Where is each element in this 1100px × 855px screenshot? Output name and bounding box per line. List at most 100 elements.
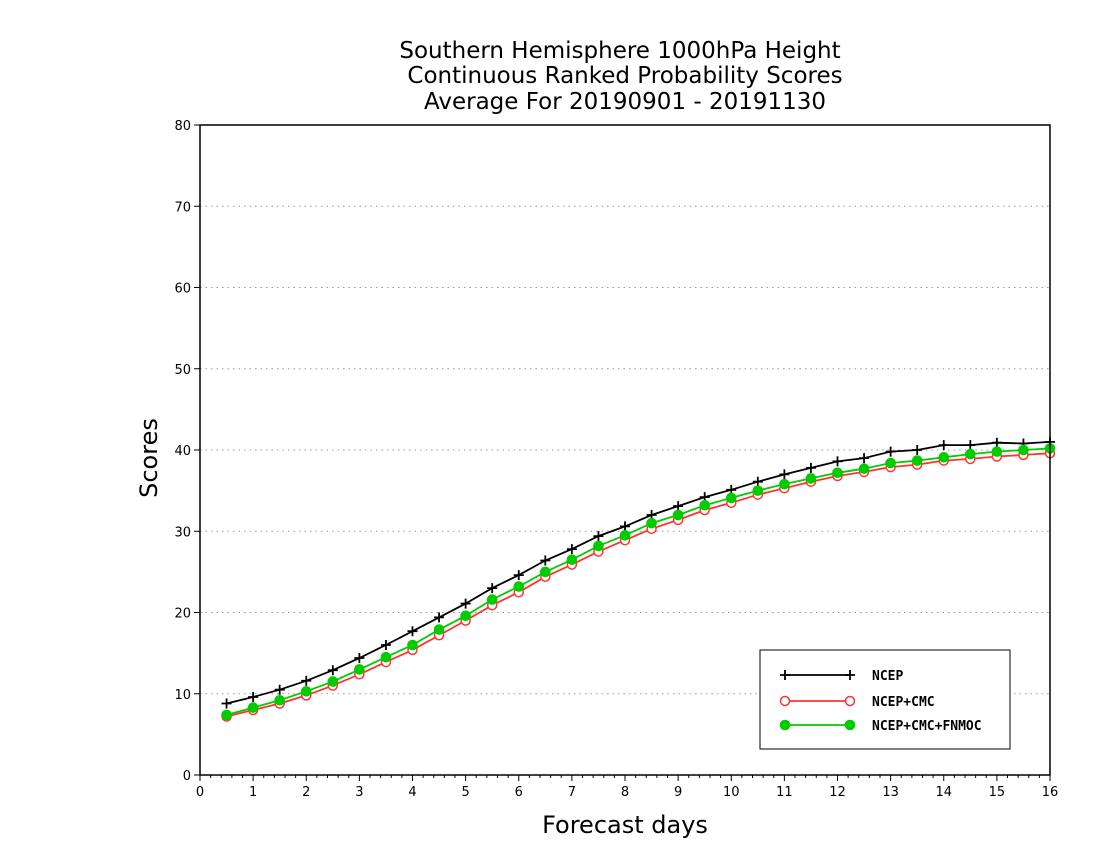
series-0-point [354, 653, 365, 663]
legend-label: NCEP+CMC [872, 695, 935, 710]
x-tick-label: 0 [196, 785, 204, 800]
series-0-point [859, 453, 870, 464]
legend-label: NCEP+CMC+FNMOC [872, 719, 982, 734]
x-tick-label: 12 [829, 785, 846, 800]
series-0-point [487, 583, 498, 594]
series-2-point [619, 530, 631, 541]
series-0-point [779, 469, 790, 480]
series-0-point [938, 440, 949, 451]
series-0-point [620, 521, 630, 532]
x-tick-label: 5 [461, 785, 469, 800]
x-tick-label: 15 [989, 785, 1006, 800]
series-0-point [380, 640, 391, 650]
chart-title: Southern Hemisphere 1000hPa Height Conti… [399, 38, 842, 115]
x-tick-label: 13 [882, 785, 899, 800]
x-tick-label: 4 [408, 785, 416, 800]
series-2-point [221, 709, 232, 721]
legend-item-1: NCEP+CMC [779, 695, 935, 710]
series-0-point [566, 544, 577, 555]
legend-marker [779, 719, 791, 731]
series-2-point [380, 651, 392, 663]
y-axis-label: Scores [135, 418, 163, 498]
x-tick-label: 9 [674, 785, 682, 800]
series-2 [221, 443, 1056, 721]
series-2-point [672, 509, 684, 521]
series-0-point [752, 476, 763, 487]
series-0-point [513, 570, 524, 581]
series-0-point [301, 675, 312, 686]
series-layer [221, 436, 1056, 722]
y-tick-label: 20 [174, 607, 191, 622]
series-0-point [912, 445, 923, 455]
series-2-point [965, 448, 976, 460]
x-tick-label: 16 [1042, 785, 1059, 800]
series-2-point [832, 467, 843, 479]
series-2-point [752, 485, 764, 496]
series-0-point [805, 462, 816, 473]
x-tick-label: 2 [302, 785, 310, 800]
series-2-point [699, 499, 710, 511]
series-2-point [885, 457, 896, 469]
series-2-point [407, 639, 418, 651]
legend: NCEP NCEP+CMC NCEP+CMC+FNMOC [759, 649, 1011, 750]
x-tick-label: 7 [568, 785, 576, 800]
y-tick-label: 70 [174, 200, 191, 215]
series-2-point [566, 554, 578, 565]
series-2-point [991, 446, 1003, 457]
series-2-point [274, 694, 285, 706]
legend-marker [844, 719, 856, 731]
series-0-point [673, 501, 684, 512]
title-line-3: Average For 20190901 - 20191130 [424, 89, 826, 115]
title-line-1: Southern Hemisphere 1000hPa Height [399, 38, 840, 64]
series-2-point [725, 492, 737, 504]
series-2-point [646, 517, 657, 529]
y-tick-label: 50 [174, 363, 191, 378]
y-tick-label: 40 [174, 444, 191, 459]
x-tick-label: 11 [776, 785, 793, 800]
series-2-point [858, 463, 870, 474]
series-2-point [433, 624, 445, 635]
series-0-point [965, 440, 976, 451]
series-2-point [911, 455, 923, 466]
y-tick-label: 0 [183, 769, 191, 784]
series-0-point [991, 437, 1002, 448]
legend-item-0: NCEP [780, 669, 903, 684]
series-0-point [593, 531, 604, 542]
x-tick-label: 1 [249, 785, 257, 800]
legend-marker [780, 670, 790, 680]
series-0-point [460, 598, 471, 609]
y-tick-label: 10 [174, 688, 191, 703]
y-tick-label: 60 [174, 282, 191, 297]
series-2-point [779, 478, 790, 490]
series-0-point [248, 692, 259, 702]
series-2-point [805, 473, 817, 484]
x-tick-label: 3 [355, 785, 363, 800]
legend-marker [779, 695, 791, 707]
x-tick-label: 14 [935, 785, 952, 800]
series-2-point [327, 676, 339, 687]
series-0-point [274, 684, 285, 695]
series-0-point [832, 456, 843, 467]
series-0-point [885, 446, 896, 457]
x-tick-label: 6 [515, 785, 523, 800]
title-line-2: Continuous Ranked Probability Scores [407, 63, 842, 89]
legend-box [759, 649, 1011, 750]
legend-label: NCEP [872, 669, 903, 684]
y-tick-label: 80 [174, 119, 191, 134]
series-0-point [221, 698, 232, 709]
x-axis-label: Forecast days [542, 811, 708, 839]
series-0-point [540, 555, 551, 566]
series-0 [221, 436, 1055, 709]
grid-lines [200, 205, 1050, 695]
series-2-point [247, 702, 259, 713]
series-2-point [593, 540, 604, 552]
series-0-point [434, 612, 445, 623]
y-tick-label: 30 [174, 525, 191, 540]
series-2-point [513, 581, 525, 592]
legend-marker [845, 670, 855, 680]
series-2-point [354, 664, 365, 675]
x-tick-label: 10 [723, 785, 740, 800]
